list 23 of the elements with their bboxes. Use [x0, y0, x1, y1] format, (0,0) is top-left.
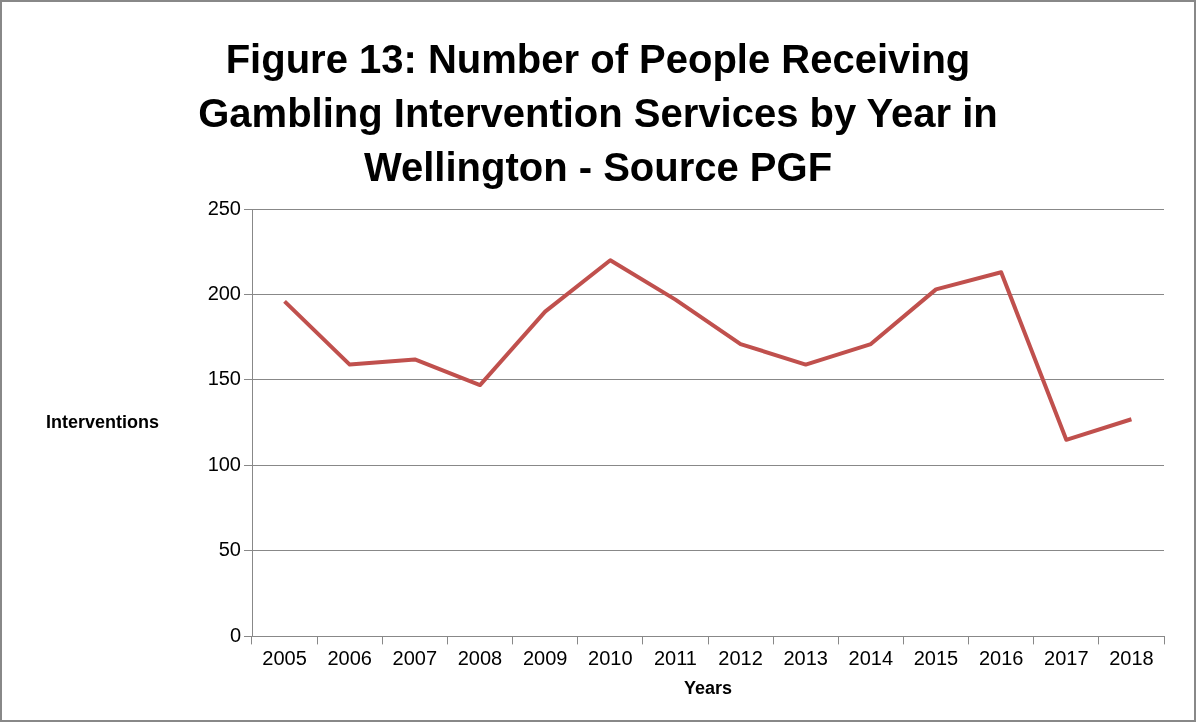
x-tick-label: 2010	[588, 646, 633, 669]
x-tick-label: 2007	[392, 646, 438, 669]
y-tick-label: 0	[229, 623, 241, 646]
x-axis-title: Years	[683, 678, 733, 699]
x-tick-label: 2012	[718, 646, 763, 669]
chart-title: Figure 13: Number of People Receiving Gambling Intervention Services by Year in Wellington - Source PGF	[197, 36, 999, 191]
y-tick-label: 100	[207, 452, 241, 475]
x-tick-label: 2006	[327, 646, 372, 669]
y-tick-label: 150	[207, 367, 241, 390]
x-tick-label: 2013	[783, 646, 828, 669]
x-tick-label: 2018	[1109, 646, 1154, 669]
x-tick-label: 2015	[913, 646, 959, 669]
y-tick-label: 250	[207, 196, 241, 219]
x-tick-label: 2009	[522, 646, 568, 669]
y-axis-title: Interventions	[46, 411, 160, 432]
y-tick-label: 50	[218, 538, 241, 561]
x-tick-label: 2017	[1044, 646, 1089, 669]
x-tick-label: 2016	[978, 646, 1024, 669]
x-tick-label: 2008	[457, 646, 503, 669]
x-tick-label: 2005	[262, 646, 307, 669]
x-tick-label: 2011	[653, 646, 697, 669]
y-tick-label: 200	[207, 282, 241, 304]
x-tick-label: 2014	[848, 646, 894, 669]
